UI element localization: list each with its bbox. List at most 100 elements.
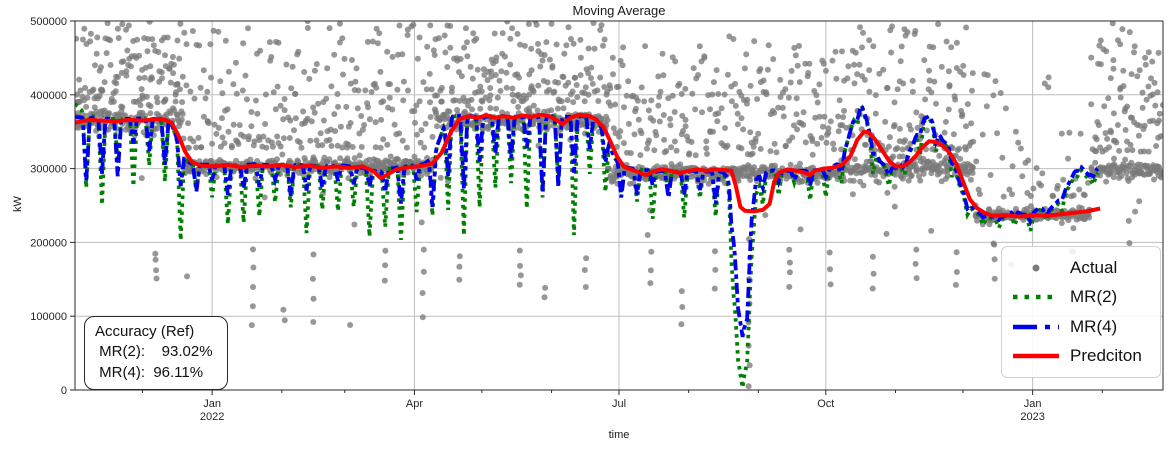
actual-point bbox=[268, 54, 275, 60]
actual-point bbox=[891, 203, 898, 210]
actual-point bbox=[785, 94, 792, 101]
actual-point bbox=[424, 43, 431, 50]
actual-point bbox=[419, 290, 426, 296]
actual-point bbox=[754, 96, 761, 103]
actual-point bbox=[598, 22, 605, 29]
actual-point bbox=[789, 134, 796, 141]
actual-point bbox=[221, 140, 228, 147]
legend-label-mr2: MR(2) bbox=[1070, 287, 1118, 307]
actual-point bbox=[172, 98, 179, 105]
actual-point bbox=[352, 78, 359, 85]
actual-point bbox=[112, 88, 119, 95]
actual-point bbox=[866, 37, 873, 44]
actual-point bbox=[1149, 91, 1156, 98]
actual-point bbox=[456, 263, 463, 270]
actual-point bbox=[738, 92, 745, 99]
actual-point bbox=[707, 106, 713, 113]
actual-point bbox=[291, 127, 297, 134]
actual-point bbox=[146, 21, 153, 25]
actual-point bbox=[1116, 147, 1123, 154]
actual-point bbox=[963, 24, 970, 31]
actual-point bbox=[872, 110, 879, 117]
actual-point bbox=[380, 136, 387, 143]
actual-point bbox=[155, 49, 162, 55]
actual-point bbox=[1143, 96, 1150, 103]
actual-point bbox=[997, 90, 1004, 96]
actual-point bbox=[281, 96, 288, 102]
actual-point bbox=[752, 138, 759, 145]
actual-point bbox=[250, 246, 256, 253]
actual-point bbox=[250, 264, 257, 271]
actual-point bbox=[610, 125, 617, 132]
actual-point bbox=[99, 87, 106, 94]
actual-point bbox=[90, 86, 97, 93]
actual-point bbox=[190, 138, 197, 145]
actual-point bbox=[164, 34, 171, 41]
actual-point bbox=[926, 67, 932, 74]
actual-point bbox=[394, 86, 401, 93]
actual-point bbox=[771, 140, 778, 147]
actual-point bbox=[582, 284, 589, 290]
actual-point bbox=[770, 56, 777, 63]
actual-point bbox=[310, 251, 317, 258]
actual-point bbox=[1038, 182, 1044, 189]
actual-point bbox=[591, 45, 598, 52]
actual-point bbox=[888, 49, 895, 56]
actual-point bbox=[356, 152, 363, 159]
actual-point bbox=[179, 99, 186, 106]
actual-point bbox=[871, 147, 878, 154]
actual-point bbox=[851, 156, 858, 163]
actual-point bbox=[358, 144, 365, 150]
actual-point bbox=[713, 67, 720, 74]
actual-point bbox=[679, 304, 686, 310]
actual-point bbox=[464, 39, 470, 46]
actual-point bbox=[486, 97, 493, 104]
actual-point bbox=[751, 38, 758, 45]
actual-point bbox=[1103, 48, 1110, 55]
actual-point bbox=[1017, 145, 1024, 152]
actual-point bbox=[912, 260, 919, 267]
actual-point bbox=[266, 39, 273, 46]
actual-point bbox=[620, 140, 627, 147]
actual-point bbox=[632, 108, 639, 115]
actual-point bbox=[760, 77, 767, 84]
actual-point bbox=[328, 83, 335, 90]
actual-point bbox=[179, 73, 186, 80]
actual-point bbox=[695, 72, 702, 78]
actual-point bbox=[419, 314, 426, 321]
actual-point bbox=[434, 92, 440, 99]
actual-point bbox=[896, 125, 903, 132]
actual-point bbox=[94, 95, 101, 102]
actual-point bbox=[446, 108, 453, 115]
actual-point bbox=[1110, 65, 1117, 72]
actual-point bbox=[974, 217, 980, 224]
actual-point bbox=[994, 130, 1001, 137]
actual-point bbox=[528, 67, 535, 74]
accuracy-annotation: Accuracy (Ref) MR(2): 93.02% MR(4): 96.1… bbox=[84, 316, 228, 390]
actual-point bbox=[309, 275, 316, 282]
actual-point bbox=[376, 30, 383, 37]
actual-point bbox=[516, 74, 522, 81]
actual-point bbox=[718, 105, 725, 112]
actual-point bbox=[454, 107, 461, 113]
actual-point bbox=[585, 45, 592, 52]
actual-point bbox=[889, 23, 896, 30]
actual-point bbox=[331, 51, 338, 58]
actual-point bbox=[502, 53, 508, 60]
actual-point bbox=[336, 21, 343, 27]
actual-point bbox=[1122, 156, 1129, 163]
actual-point bbox=[213, 130, 220, 137]
actual-point bbox=[732, 102, 739, 109]
actual-point bbox=[270, 89, 277, 96]
actual-point bbox=[239, 87, 246, 94]
actual-point bbox=[328, 143, 335, 149]
actual-point bbox=[185, 120, 192, 127]
actual-point bbox=[200, 67, 207, 74]
actual-point bbox=[1092, 159, 1099, 166]
actual-point bbox=[1142, 61, 1149, 68]
actual-point bbox=[743, 51, 750, 58]
actual-point bbox=[289, 63, 296, 70]
actual-point bbox=[976, 191, 983, 198]
actual-point bbox=[588, 75, 594, 82]
